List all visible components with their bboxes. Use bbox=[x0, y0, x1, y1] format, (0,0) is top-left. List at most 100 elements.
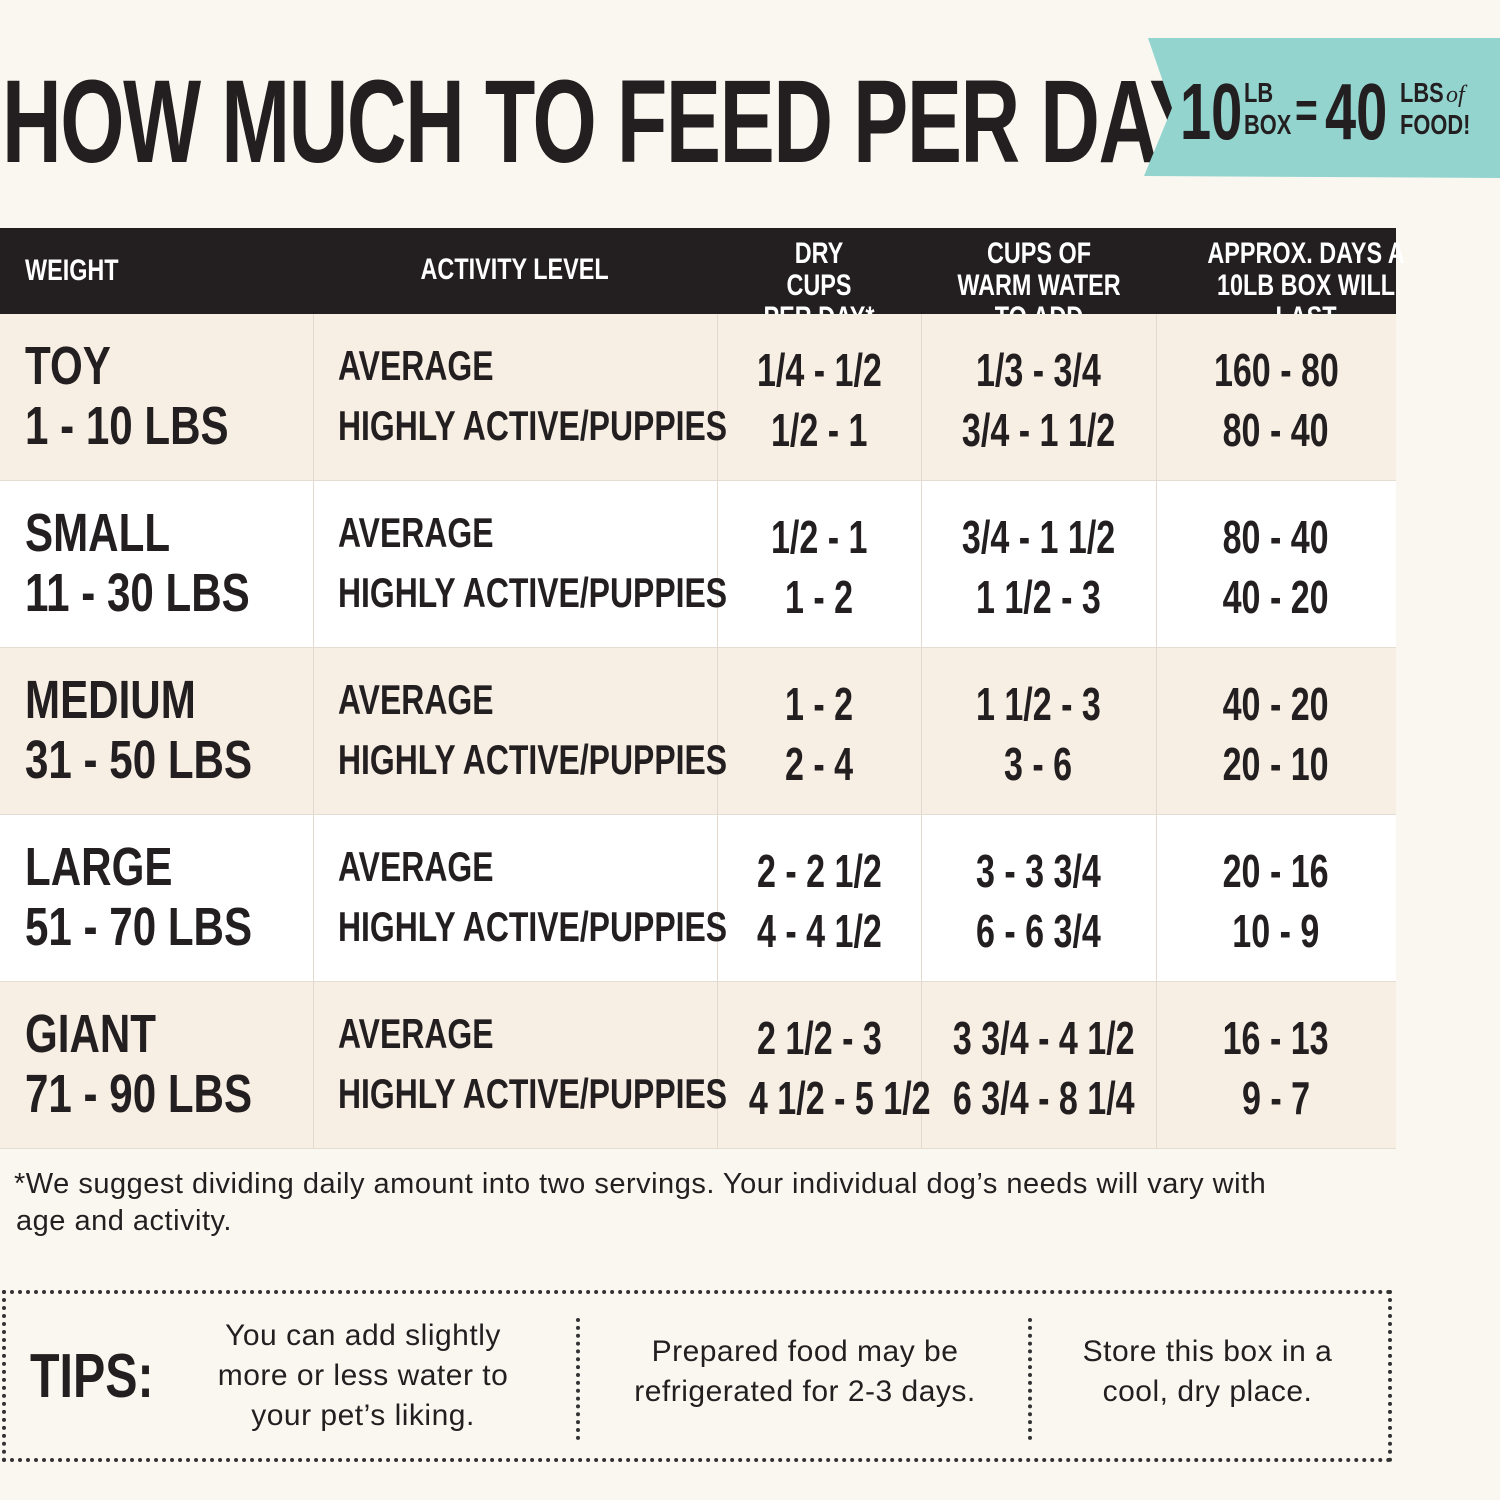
days-value: 10 - 9 bbox=[1156, 899, 1396, 975]
text: SMALL bbox=[25, 503, 171, 563]
text: 4 1/2 - 5 1/2 bbox=[748, 1072, 931, 1124]
cell-divider bbox=[921, 314, 922, 481]
text: ACTIVITY LEVEL bbox=[420, 253, 610, 286]
dry-value: 4 - 4 1/2 bbox=[717, 899, 921, 975]
column-header: WEIGHT bbox=[25, 254, 145, 293]
dry-value: 4 1/2 - 5 1/2 bbox=[717, 1066, 931, 1142]
text: 10 - 9 bbox=[1232, 905, 1320, 957]
text: HIGHLY ACTIVE/PUPPIES bbox=[338, 569, 728, 616]
text: 20 - 10 bbox=[1223, 738, 1329, 790]
dry-value: 2 - 4 bbox=[717, 732, 921, 808]
badge-box-unit-bottom: BOX bbox=[1244, 110, 1305, 140]
badge-equals: = bbox=[1295, 82, 1324, 138]
days-value: 20 - 16 bbox=[1156, 839, 1396, 915]
cell-divider bbox=[717, 648, 718, 815]
dry-value: 1/4 - 1/2 bbox=[717, 338, 921, 414]
text: AVERAGE bbox=[338, 1010, 494, 1057]
cell-divider bbox=[717, 982, 718, 1149]
text: 40 bbox=[1325, 67, 1388, 156]
cell-divider bbox=[717, 815, 718, 982]
cell-divider bbox=[313, 815, 314, 982]
text: 3 - 6 bbox=[1004, 738, 1073, 790]
activity-level: AVERAGE bbox=[338, 835, 543, 909]
tips-divider bbox=[1028, 1318, 1032, 1440]
badge-food-unit-top: LBS bbox=[1400, 78, 1456, 108]
badge-box-number: 10 bbox=[1180, 72, 1269, 152]
text: 1/2 - 1 bbox=[770, 404, 868, 456]
badge-food-unit-of: of bbox=[1446, 82, 1465, 108]
text: AVERAGE bbox=[338, 509, 494, 556]
cell-divider bbox=[313, 648, 314, 815]
text: FOOD! bbox=[1400, 109, 1471, 140]
text: 10 bbox=[1180, 67, 1243, 156]
text: TOY bbox=[25, 336, 111, 396]
cell-divider bbox=[313, 314, 314, 481]
footnote: *We suggest dividing daily amount into t… bbox=[14, 1168, 1267, 1237]
title: HOW MUCH TO FEED PER DAY bbox=[2, 62, 1500, 182]
text: LBS bbox=[1400, 77, 1444, 108]
badge-bg bbox=[1144, 38, 1500, 178]
cell-divider bbox=[717, 314, 718, 481]
dry-value: 2 - 2 1/2 bbox=[717, 839, 921, 915]
text: 1/2 - 1 bbox=[770, 511, 868, 563]
text: 3 3/4 - 4 1/2 bbox=[952, 1012, 1135, 1064]
days-value: 40 - 20 bbox=[1156, 565, 1396, 641]
table-header bbox=[0, 228, 1396, 314]
text: 6 3/4 - 8 1/4 bbox=[952, 1072, 1135, 1124]
text: APPROX. DAYS A 10LB BOX WILL LAST bbox=[1207, 237, 1405, 334]
table-row: TOY 1 - 10 LBS AVERAGE 1/4 - 1/2 1/3 - 3/4 16… bbox=[0, 314, 1396, 481]
text: 2 - 4 bbox=[784, 738, 854, 790]
weight: 1 - 10 LBS bbox=[25, 394, 286, 472]
text: HIGHLY ACTIVE/PUPPIES bbox=[338, 402, 728, 449]
activity-level: AVERAGE bbox=[338, 668, 543, 742]
water-value: 1 1/2 - 3 bbox=[921, 565, 1156, 641]
cell-divider bbox=[1156, 815, 1157, 982]
text: 3/4 - 1 1/2 bbox=[961, 511, 1116, 563]
text: GIANT bbox=[25, 1004, 157, 1064]
text: LARGE bbox=[25, 837, 173, 897]
water-value: 3/4 - 1 1/2 bbox=[921, 398, 1156, 474]
tip: Store this box in a cool, dry place. bbox=[1082, 1335, 1333, 1408]
activity-level: HIGHLY ACTIVE/PUPPIES bbox=[338, 1062, 850, 1136]
text: AVERAGE bbox=[338, 843, 494, 890]
text: 51 - 70 LBS bbox=[25, 897, 253, 957]
text: 160 - 80 bbox=[1213, 344, 1339, 396]
activity-level: AVERAGE bbox=[338, 334, 543, 408]
text: WEIGHT bbox=[25, 254, 119, 287]
text: HIGHLY ACTIVE/PUPPIES bbox=[338, 903, 728, 950]
activity-level: AVERAGE bbox=[338, 501, 543, 575]
table-row: MEDIUM 31 - 50 LBS AVERAGE 1 - 2 1 1/2 - 3 40… bbox=[0, 648, 1396, 815]
water-value: 1 1/2 - 3 bbox=[921, 672, 1156, 748]
text: 1 - 2 bbox=[784, 678, 854, 730]
days-value: 80 - 40 bbox=[1156, 398, 1396, 474]
text: 1/4 - 1/2 bbox=[756, 344, 882, 396]
cell-divider bbox=[1156, 982, 1157, 1149]
size: MEDIUM bbox=[25, 668, 244, 746]
text: 80 - 40 bbox=[1223, 404, 1329, 456]
text: 16 - 13 bbox=[1223, 1012, 1329, 1064]
cell-divider bbox=[717, 481, 718, 648]
cell-divider bbox=[1156, 314, 1157, 481]
text: MEDIUM bbox=[25, 670, 196, 730]
cell-divider bbox=[1156, 648, 1157, 815]
water-value: 6 - 6 3/4 bbox=[921, 899, 1156, 975]
column-header: APPROX. DAYS A 10LB BOX WILL LAST bbox=[1156, 238, 1404, 339]
tips-label: TIPS: bbox=[30, 1346, 188, 1408]
days-value: 9 - 7 bbox=[1156, 1066, 1396, 1142]
days-value: 160 - 80 bbox=[1156, 338, 1396, 414]
column-header: ACTIVITY LEVEL bbox=[313, 254, 717, 291]
table-row: LARGE 51 - 70 LBS AVERAGE 2 - 2 1/2 3 - 3 3/… bbox=[0, 815, 1396, 982]
water-value: 1/3 - 3/4 bbox=[921, 338, 1156, 414]
tip: Prepared food may be refrigerated for 2-… bbox=[634, 1335, 976, 1408]
weight: 51 - 70 LBS bbox=[25, 895, 316, 973]
text: 4 - 4 1/2 bbox=[756, 905, 882, 957]
text: = bbox=[1295, 82, 1318, 138]
text: 71 - 90 LBS bbox=[25, 1064, 253, 1124]
text: 3/4 - 1 1/2 bbox=[961, 404, 1116, 456]
text: 6 - 6 3/4 bbox=[976, 905, 1101, 957]
text: 40 - 20 bbox=[1223, 678, 1329, 730]
size: SMALL bbox=[25, 501, 211, 579]
water-value: 3/4 - 1 1/2 bbox=[921, 505, 1156, 581]
text: AVERAGE bbox=[338, 676, 494, 723]
